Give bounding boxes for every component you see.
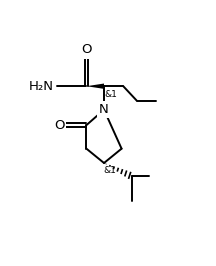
- Text: N: N: [99, 103, 109, 116]
- Polygon shape: [86, 84, 104, 89]
- Text: O: O: [81, 44, 92, 56]
- Text: H₂N: H₂N: [29, 80, 54, 93]
- Text: &1: &1: [105, 90, 118, 99]
- Text: &1: &1: [103, 166, 116, 175]
- Text: O: O: [54, 119, 64, 132]
